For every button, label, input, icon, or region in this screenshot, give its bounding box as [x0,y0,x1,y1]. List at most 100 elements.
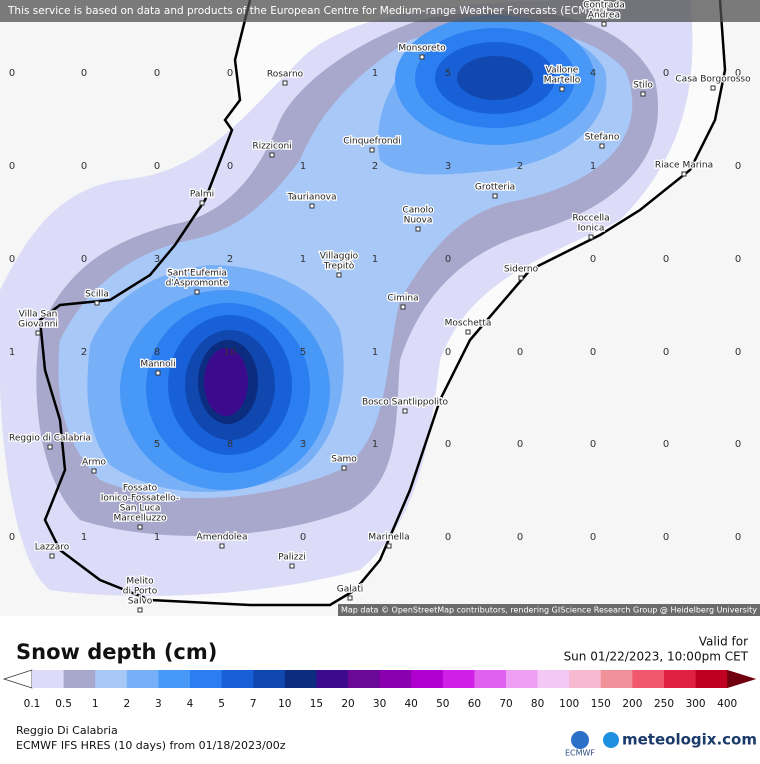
place-marker [347,595,353,601]
place-marker [640,91,646,97]
place-label: Martello [544,76,581,86]
grid-value: 1 [9,347,15,358]
grid-value: 0 [81,254,87,265]
legend-label: 4 [187,698,194,710]
legend-label: 2 [123,698,130,710]
grid-value: 0 [663,439,669,450]
legend-swatch [411,670,444,688]
grid-value: 3 [154,254,160,265]
place-marker [199,200,205,206]
ecmwf-icon [571,731,589,749]
place-marker [492,193,498,199]
place-marker [282,80,288,86]
ecmwf-logo: ECMWF [565,749,595,758]
place-label: Canolo [402,206,434,216]
grid-value: 0 [590,532,596,543]
place-marker [194,289,200,295]
place-label: Rizziconi [252,142,291,152]
snow-contours [0,0,693,596]
location: Reggio Di Calabria [16,724,118,737]
place-marker [400,304,406,310]
place-label: Salvo [128,597,153,607]
grid-value: 3 [300,439,306,450]
place-label: Moschetta [445,319,492,329]
place-label: Mannoli [140,360,175,370]
grid-value: 1 [300,161,306,172]
banner-bg [0,0,760,22]
legend-swatch [442,670,475,688]
place-marker [419,54,425,60]
legend-swatch [32,670,65,688]
grid-value: 1 [372,68,378,79]
grid-value: 0 [590,254,596,265]
legend-label: 3 [155,698,162,710]
place-label: Rosarno [267,70,304,80]
place-marker [402,408,408,414]
grid-value: 5 [445,68,451,79]
grid-value: 0 [81,161,87,172]
place-label: Amendolea [197,533,248,543]
legend-label: 400 [717,698,737,710]
place-marker [91,468,97,474]
place-label: Stilo [633,81,653,91]
place-marker [681,171,687,177]
legend-swatch [221,670,254,688]
attribution-bg [338,604,760,616]
grid-value: 8 [227,439,233,450]
place-label: Villaggio [320,252,359,262]
grid-value: 0 [81,68,87,79]
place-label: Marcelluzzo [114,514,167,524]
grid-value: 4 [590,68,596,79]
place-label: Marinella [368,533,409,543]
legend-swatch [569,670,602,688]
place-label: Scilla [85,290,109,300]
legend-arrow-right [727,670,756,688]
place-label: Lazzaro [35,543,70,553]
place-label: Roccella [572,214,609,224]
place-label: Giovanni [18,320,58,330]
place-label: Stefano [585,133,620,143]
grid-value: 2 [517,161,523,172]
legend-label: 1 [92,698,99,710]
place-label: Samo [331,455,357,465]
grid-value: 0 [445,347,451,358]
place-label: di Porto [123,587,158,597]
place-marker [415,226,421,232]
legend-swatch [316,670,349,688]
legend-label: 250 [654,698,674,710]
place-label: Taurianova [287,193,337,203]
banner: This service is based on data and produc… [7,5,608,17]
legend-label: 7 [250,698,257,710]
grid-value: 0 [227,161,233,172]
grid-value: 0 [735,347,741,358]
grid-value: 0 [445,254,451,265]
place-marker [601,21,607,27]
grid-value: 5 [300,347,306,358]
legend-swatch [506,670,539,688]
grid-value: 8 [154,347,160,358]
legend-swatch [253,670,286,688]
legend-title: Snow depth (cm) [16,640,217,664]
grid-value: 3 [445,161,451,172]
grid-value: 2 [372,161,378,172]
grid-value: 0 [517,439,523,450]
place-marker [47,444,53,450]
grid-value: 1 [372,254,378,265]
place-label: Palmi [190,190,214,200]
place-marker [465,329,471,335]
place-label: Cinquefrondi [343,137,401,147]
place-label: Palizzi [278,553,306,563]
place-label: Galati [337,585,364,595]
grid-value: 0 [154,161,160,172]
valid-label: Valid for [699,635,748,649]
place-marker [341,465,347,471]
legend-label: 150 [591,698,611,710]
grid-value: 0 [517,532,523,543]
place-marker [269,152,275,158]
grid-value: 2 [81,347,87,358]
legend-label: 20 [341,698,354,710]
legend-swatch [284,670,317,688]
grid-value: 0 [9,68,15,79]
